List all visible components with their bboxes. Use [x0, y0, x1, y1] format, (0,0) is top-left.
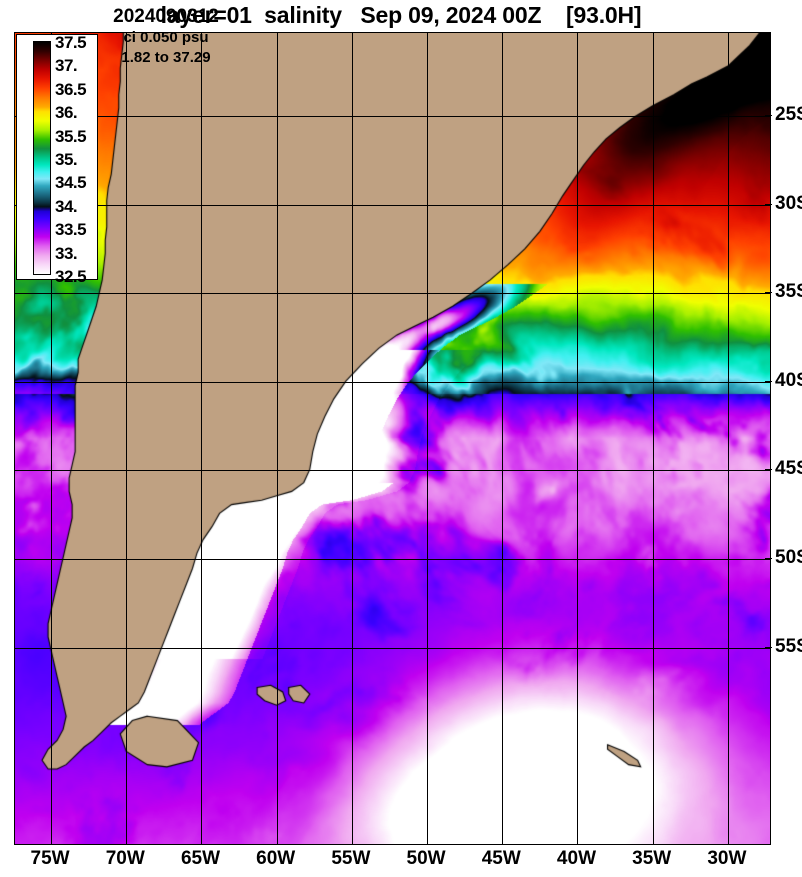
- latitude-tick-label: 55S: [775, 635, 802, 657]
- latitude-tick-label: 45S: [775, 458, 802, 480]
- latitude-tick-label: 25S: [775, 103, 802, 125]
- latitude-tick-mark: [765, 203, 772, 205]
- latitude-tick-label: 40S: [775, 369, 802, 391]
- longitude-tick-label: 40W: [556, 848, 597, 869]
- colorbar-tick-label: 37.: [55, 56, 78, 76]
- colorbar-gradient: [33, 41, 51, 275]
- map-panel[interactable]: [14, 32, 771, 845]
- longitude-tick-label: 60W: [256, 848, 296, 869]
- latitude-tick-mark: [765, 292, 772, 294]
- colorbar-tick-label: 33.5: [55, 220, 87, 240]
- colorbar-tick-label: 36.: [55, 103, 78, 123]
- colorbar-tick-label: 34.: [55, 196, 78, 216]
- latitude-tick-label: 50S: [775, 547, 802, 569]
- colorbar-tick-label: 32.5: [55, 267, 87, 286]
- longitude-tick-label: 70W: [105, 848, 145, 869]
- latitude-tick-mark: [765, 380, 772, 382]
- page-title: layer=01 salinity Sep 09, 2024 00Z [93.0…: [160, 2, 642, 28]
- latitude-tick-label: 30S: [775, 192, 802, 214]
- colorbar-tick-label: 36.5: [55, 79, 87, 99]
- salinity-heatmap-canvas[interactable]: [15, 33, 770, 844]
- colorbar-legend[interactable]: 37.5 37. 36.5 36. 35.5 35. 34.5 34. 33.5 33. 32.5: [16, 33, 98, 286]
- longitude-tick-label: 30W: [707, 848, 747, 869]
- longitude-tick-label: 50W: [406, 848, 446, 869]
- longitude-tick-label: 45W: [481, 848, 521, 869]
- colorbar-tick-label: 35.5: [55, 126, 87, 146]
- colorbar-tick-label: 34.5: [55, 173, 87, 193]
- longitude-tick-label: 55W: [331, 848, 371, 869]
- colorbar-tick-label: 37.5: [55, 33, 87, 52]
- colorbar-tick-label: 33.: [55, 243, 78, 263]
- longitude-tick-label: 75W: [30, 848, 70, 869]
- latitude-tick-mark: [765, 558, 772, 560]
- longitude-tick-label: 35W: [632, 848, 672, 869]
- latitude-tick-mark: [765, 469, 772, 471]
- latitude-tick-mark: [765, 646, 772, 648]
- latitude-tick-label: 35S: [775, 281, 802, 303]
- latitude-tick-mark: [765, 114, 772, 116]
- longitude-tick-label: 65W: [180, 848, 221, 869]
- colorbar-tick-label: 35.: [55, 150, 78, 169]
